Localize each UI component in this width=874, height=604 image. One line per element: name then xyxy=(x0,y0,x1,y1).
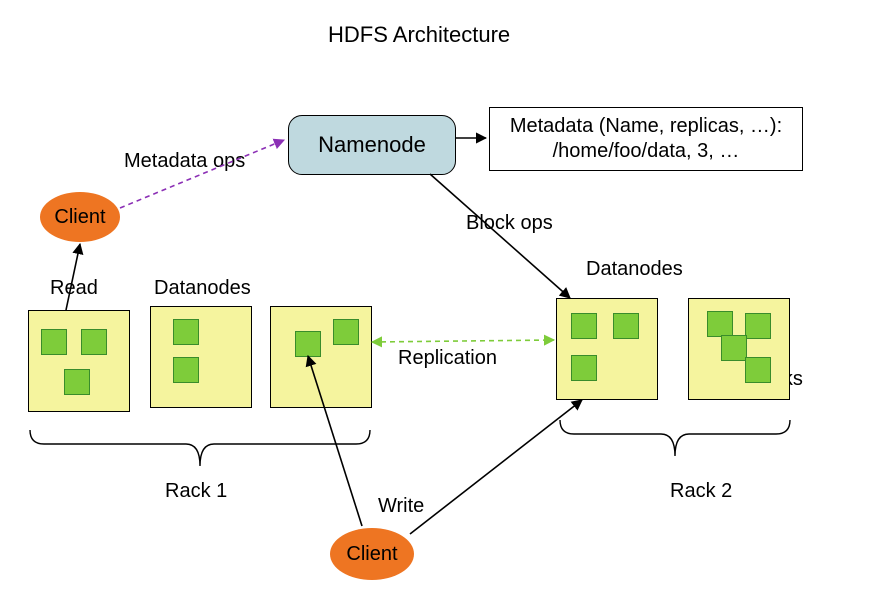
replication-label: Replication xyxy=(398,347,497,370)
block xyxy=(571,313,597,339)
block xyxy=(173,319,199,345)
rack2-label: Rack 2 xyxy=(670,480,732,503)
write-arrow-2 xyxy=(410,400,582,534)
diagram-title: HDFS Architecture xyxy=(328,22,510,48)
block-ops-arrow xyxy=(430,174,570,298)
datanodes-right-label: Datanodes xyxy=(586,258,683,281)
client-bottom: Client xyxy=(330,528,414,580)
rack1-label: Rack 1 xyxy=(165,480,227,503)
metadata-ops-label: Metadata ops xyxy=(124,150,245,173)
replication-arrow xyxy=(372,340,554,342)
block xyxy=(333,319,359,345)
client-top: Client xyxy=(40,192,120,242)
block xyxy=(571,355,597,381)
block xyxy=(745,313,771,339)
metadata-box: Metadata (Name, replicas, …): /home/foo/… xyxy=(489,107,803,171)
block-ops-label: Block ops xyxy=(466,212,553,235)
metadata-line2: /home/foo/data, 3, … xyxy=(490,139,802,164)
datanode xyxy=(688,298,790,400)
datanode xyxy=(150,306,252,408)
block xyxy=(745,357,771,383)
block xyxy=(295,331,321,357)
datanode xyxy=(28,310,130,412)
block xyxy=(707,311,733,337)
client-bottom-label: Client xyxy=(346,543,397,566)
block xyxy=(41,329,67,355)
block xyxy=(721,335,747,361)
read-label: Read xyxy=(50,277,98,300)
namenode-label: Namenode xyxy=(318,132,426,158)
client-top-label: Client xyxy=(54,206,105,229)
brace-rack2 xyxy=(560,420,790,456)
block xyxy=(64,369,90,395)
datanodes-left-label: Datanodes xyxy=(154,277,251,300)
block xyxy=(613,313,639,339)
block xyxy=(81,329,107,355)
write-label: Write xyxy=(378,495,424,518)
datanode xyxy=(270,306,372,408)
block xyxy=(173,357,199,383)
datanode xyxy=(556,298,658,400)
brace-rack1 xyxy=(30,430,370,466)
metadata-line1: Metadata (Name, replicas, …): xyxy=(490,114,802,139)
namenode-box: Namenode xyxy=(288,115,456,175)
